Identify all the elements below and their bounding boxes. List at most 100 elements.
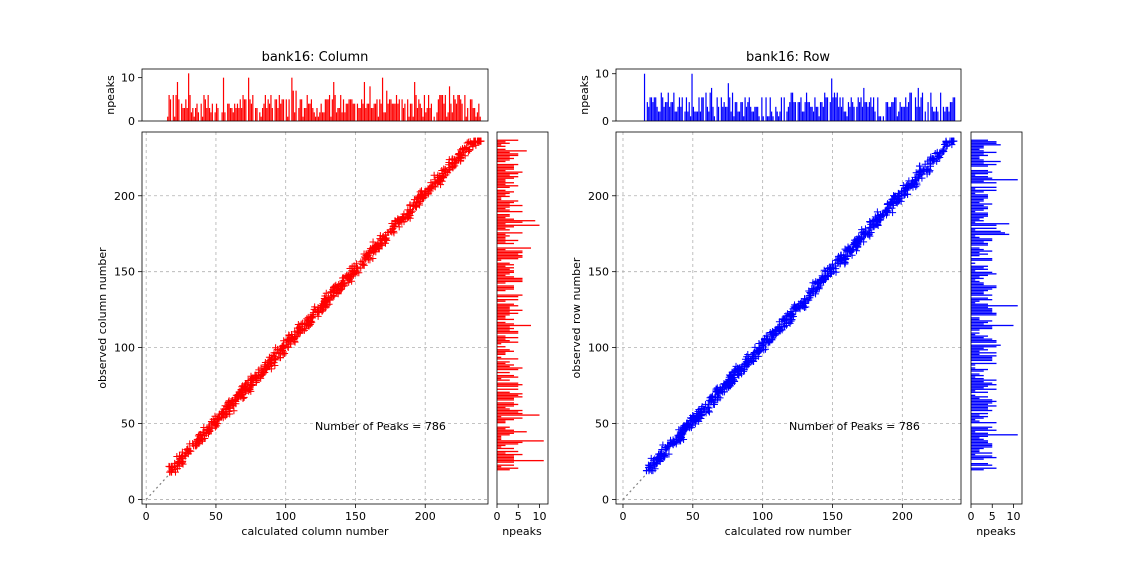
top-hist-bar <box>287 116 289 121</box>
side-hist-bar <box>497 209 510 211</box>
side-hist-bar <box>971 213 988 216</box>
side-hist-x-tick-label: 0 <box>968 510 975 523</box>
top-hist-bar <box>662 97 664 121</box>
side-hist-bar <box>497 312 519 315</box>
top-hist-y-tick-label: 0 <box>602 115 609 128</box>
side-hist-bar <box>497 189 506 192</box>
plus-marker <box>279 348 287 356</box>
plus-marker <box>675 426 683 434</box>
top-hist-bar <box>857 97 859 121</box>
side-hist-bar <box>497 253 519 255</box>
side-hist-bar <box>971 148 980 151</box>
plus-marker <box>318 302 326 310</box>
side-hist-bar <box>497 440 544 442</box>
top-hist-bar <box>440 95 442 121</box>
side-hist-bar <box>497 459 544 462</box>
plus-marker <box>690 415 698 423</box>
top-hist-bar <box>927 102 929 121</box>
plus-marker <box>190 442 198 450</box>
top-hist-bar <box>833 92 836 121</box>
side-hist-bar <box>497 276 514 278</box>
plus-marker <box>946 139 954 147</box>
top-hist-bar <box>900 106 903 121</box>
side-hist-bar <box>971 282 984 284</box>
plus-marker <box>276 350 284 358</box>
side-hist-bar <box>971 300 980 302</box>
top-hist-bar <box>349 99 352 121</box>
side-hist-bar <box>971 271 993 274</box>
plus-marker <box>346 265 354 273</box>
top-hist-bar <box>670 102 672 121</box>
plus-marker <box>378 240 386 248</box>
side-hist-bar <box>497 250 523 252</box>
side-hist-bar <box>497 210 523 213</box>
side-hist-bar <box>971 418 976 421</box>
plus-marker <box>776 326 784 334</box>
top-hist-bar <box>804 102 806 121</box>
side-hist-bar <box>971 285 997 287</box>
plus-marker <box>923 170 931 178</box>
side-hist-bar <box>497 153 519 155</box>
side-hist-bar <box>497 203 510 205</box>
top-hist-bar <box>752 111 755 121</box>
top-hist-bar <box>659 111 661 121</box>
side-hist-bar <box>971 169 988 172</box>
side-hist-bar <box>497 362 506 365</box>
top-hist-bar <box>193 116 195 121</box>
top-hist-bar <box>702 97 704 121</box>
plus-marker <box>270 349 278 357</box>
top-hist-bar <box>646 102 648 121</box>
top-hist-bar <box>298 108 300 121</box>
side-hist-bar <box>497 396 523 398</box>
plus-marker <box>864 230 872 238</box>
side-hist-bar <box>971 306 988 308</box>
side-hist-bar <box>497 434 510 436</box>
plus-marker <box>448 156 456 164</box>
side-hist-bar <box>497 282 506 284</box>
side-hist-bar <box>497 461 514 463</box>
side-hist-bar <box>497 176 519 178</box>
plus-marker <box>418 195 426 203</box>
side-hist-bar <box>497 242 514 245</box>
side-hist-bar <box>971 201 980 204</box>
side-hist-bar <box>497 270 514 272</box>
top-hist-bar <box>428 95 430 121</box>
side-hist-bar <box>497 361 510 363</box>
top-hist-bar <box>706 106 708 121</box>
top-hist-bar <box>745 106 748 121</box>
plus-marker <box>357 264 365 272</box>
top-hist-bar <box>411 103 413 121</box>
scatter-points <box>165 137 485 476</box>
side-hist-bar <box>497 311 510 313</box>
side-hist-bar <box>497 444 506 447</box>
top-hist-bar <box>210 112 212 121</box>
side-hist-bar <box>971 358 993 360</box>
top-hist-bar <box>197 112 200 121</box>
side-hist-bar <box>971 141 997 143</box>
top-hist-bar <box>321 112 324 121</box>
plus-marker <box>866 224 874 232</box>
side-hist-bar <box>971 317 980 319</box>
top-hist-bar <box>871 106 873 121</box>
top-hist-bar <box>275 99 278 121</box>
side-hist-bar <box>971 415 988 418</box>
top-hist-bar <box>754 106 756 121</box>
side-hist-bar <box>497 154 519 157</box>
plus-marker <box>825 264 833 272</box>
plus-marker <box>878 211 886 219</box>
side-hist-bar <box>971 376 976 378</box>
side-hist-bar <box>971 142 997 144</box>
top-hist-bar <box>291 77 293 121</box>
top-hist-bar <box>655 97 657 121</box>
side-hist-bar <box>497 229 510 231</box>
top-hist-bar <box>414 82 416 121</box>
top-hist-bar <box>479 116 481 121</box>
side-hist-bar <box>971 268 988 270</box>
side-hist-bar <box>971 253 988 255</box>
row-scatter-plot: 0 50 100 150 200 0 50 100 150 200 <box>588 132 961 523</box>
top-hist-bar <box>699 111 702 121</box>
side-hist-bar <box>971 227 997 229</box>
row-panel: bank16: Row 010 npeaks 0 50 100 150 20005010… <box>570 50 1023 538</box>
top-hist-bar <box>853 106 855 121</box>
plus-marker <box>858 233 866 241</box>
